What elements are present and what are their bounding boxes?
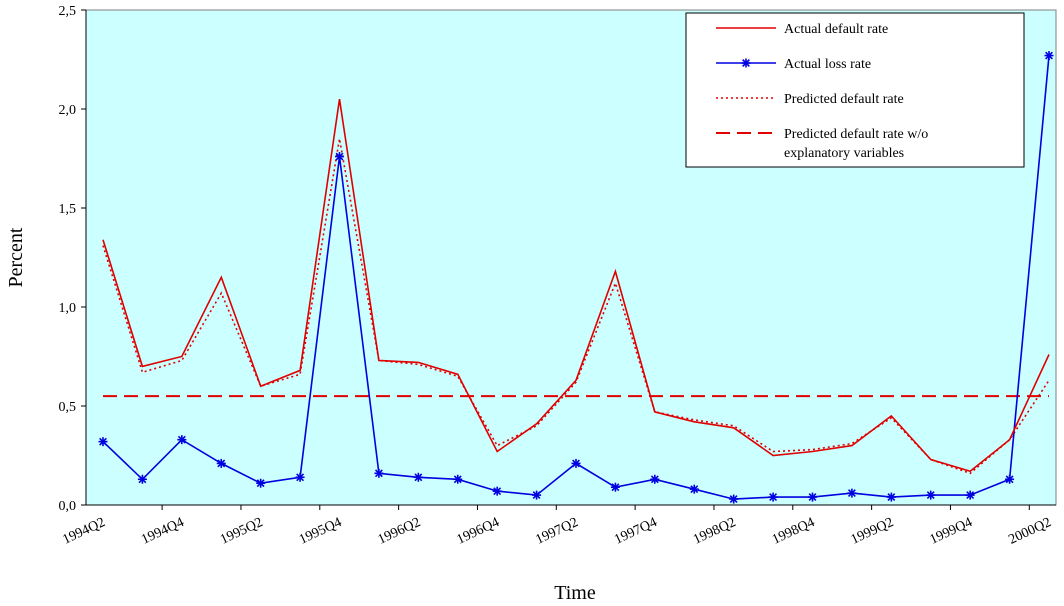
- x-tick-label: 1997Q2: [533, 515, 580, 548]
- legend-label: explanatory variables: [784, 146, 904, 161]
- legend-item: Actual default rate: [716, 22, 888, 37]
- legend-item: Predicted default rate w/o explanatory va…: [716, 127, 928, 161]
- legend-label: Actual loss rate: [784, 57, 871, 72]
- legend-label: Actual default rate: [784, 22, 888, 37]
- data-point-marker: [256, 478, 266, 488]
- series-line: [102, 98, 1050, 473]
- x-tick-label: 1999Q2: [849, 515, 896, 548]
- x-tick-label: 1999Q4: [928, 515, 975, 548]
- data-point-marker: [571, 458, 581, 468]
- legend-label: Predicted default rate w/o: [784, 127, 928, 142]
- y-axis: 0,0 0,5 1,0 1,5 2,0 2,5: [59, 4, 87, 514]
- y-axis-title: Percent: [5, 227, 27, 287]
- data-point-marker: [98, 437, 108, 447]
- x-tick-label: 2000Q2: [1006, 515, 1053, 548]
- data-point-marker: [413, 472, 423, 482]
- x-tick-label: 1996Q4: [455, 515, 502, 548]
- y-tick-label: 1,0: [59, 301, 77, 316]
- x-tick-label: 1998Q4: [770, 515, 817, 548]
- data-point-marker: [847, 488, 857, 498]
- data-point-marker: [768, 492, 778, 502]
- data-point-marker: [335, 152, 344, 162]
- y-tick-label: 1,5: [59, 202, 77, 217]
- x-tick-label: 1994Q2: [60, 515, 107, 548]
- series-layer: [98, 51, 1054, 504]
- legend: Actual default rate Actual loss rate Predi…: [685, 12, 1025, 168]
- y-tick-label: 2,0: [59, 103, 77, 118]
- data-point-marker: [886, 492, 896, 502]
- data-point-marker: [808, 492, 817, 502]
- data-point-marker: [177, 435, 187, 445]
- x-tick-label: 1995Q2: [218, 515, 265, 548]
- legend-box: [685, 12, 1025, 168]
- x-tick-label: 1994Q4: [139, 515, 186, 548]
- data-point-marker: [374, 468, 384, 478]
- series-2: [102, 138, 1050, 475]
- data-point-marker: [926, 490, 936, 500]
- data-point-marker: [689, 484, 699, 494]
- series-1: [98, 51, 1054, 504]
- x-tick-label: 1995Q4: [297, 515, 344, 548]
- data-point-marker: [965, 490, 975, 500]
- x-tick-label: 1997Q4: [612, 515, 659, 548]
- x-tick-label: 1996Q2: [376, 515, 423, 548]
- data-point-marker: [453, 474, 463, 484]
- y-tick-label: 0,0: [59, 499, 77, 514]
- data-point-marker: [741, 58, 751, 68]
- data-point-marker: [610, 482, 620, 492]
- x-axis-title: Time: [554, 582, 596, 604]
- x-tick-label: 1998Q2: [691, 515, 738, 548]
- y-tick-label: 0,5: [59, 400, 77, 415]
- data-point-marker: [492, 486, 502, 496]
- data-point-marker: [729, 494, 739, 504]
- y-tick-label: 2,5: [59, 4, 77, 19]
- x-axis: 1994Q2 1994Q4 1995Q2 1995Q4 1996Q2 1996Q4 1997…: [60, 504, 1056, 548]
- legend-label: Predicted default rate: [784, 92, 904, 107]
- data-point-marker: [137, 474, 147, 484]
- legend-item: Predicted default rate: [716, 92, 904, 107]
- data-point-marker: [216, 458, 226, 468]
- data-point-marker: [1044, 51, 1054, 61]
- legend-item: Actual loss rate: [716, 57, 871, 72]
- series-0: [102, 98, 1050, 473]
- series-line: [102, 138, 1050, 475]
- data-point-marker: [532, 490, 542, 500]
- data-point-marker: [1005, 474, 1015, 484]
- data-point-marker: [650, 474, 660, 484]
- data-point-marker: [295, 472, 305, 482]
